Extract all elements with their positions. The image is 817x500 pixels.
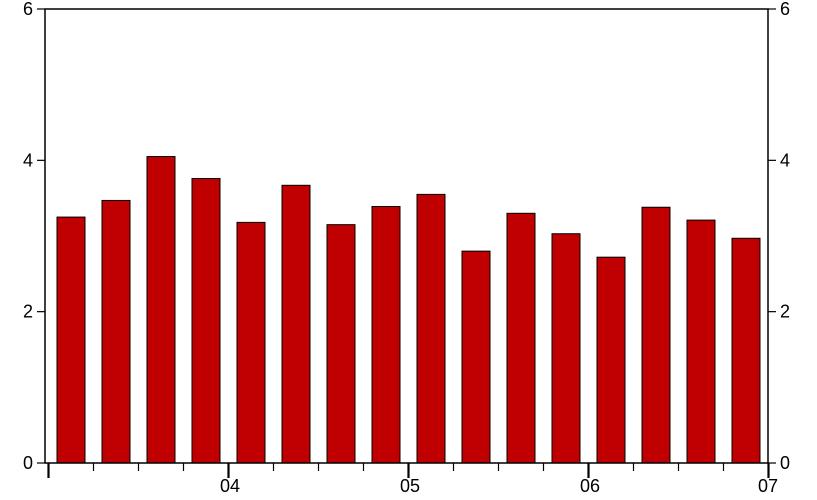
bar-13 [597, 257, 625, 463]
bar-6 [282, 185, 310, 463]
bar-5 [237, 222, 265, 463]
bar-1 [57, 217, 85, 463]
bar-8 [372, 206, 400, 463]
y-tick-label-left: 4 [23, 150, 33, 170]
x-tick-label: 04 [220, 476, 240, 496]
bar-15 [687, 220, 715, 463]
y-tick-label-right: 6 [780, 0, 790, 19]
y-tick-label-left: 6 [23, 0, 33, 19]
bars-group [57, 157, 760, 463]
bar-14 [642, 207, 670, 463]
bar-2 [102, 200, 130, 463]
y-tick-label-left: 0 [23, 453, 33, 473]
bar-9 [417, 194, 445, 463]
axes-group: 0 0 2 2 4 4 6 6 04 05 06 07 [23, 0, 790, 496]
bar-12 [552, 234, 580, 463]
x-tick-label: 05 [400, 476, 420, 496]
y-tick-label-right: 0 [780, 453, 790, 473]
x-tick-label: 06 [580, 476, 600, 496]
y-tick-label-right: 2 [780, 302, 790, 322]
bar-7 [327, 225, 355, 463]
bar-10 [462, 251, 490, 463]
bar-3 [147, 157, 175, 463]
y-tick-label-right: 4 [780, 150, 790, 170]
bar-11 [507, 213, 535, 463]
bar-16 [732, 238, 760, 463]
bar-4 [192, 178, 220, 463]
x-tick-label: 07 [758, 476, 778, 496]
y-tick-label-left: 2 [23, 302, 33, 322]
